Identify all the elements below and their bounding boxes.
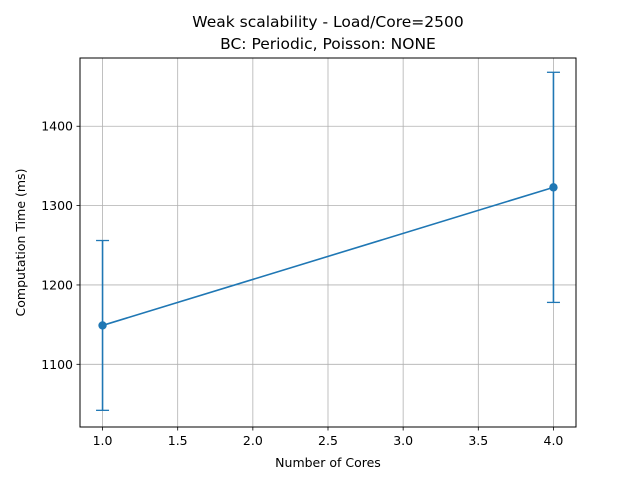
x-axis-label: Number of Cores <box>275 455 381 470</box>
chart-title: Weak scalability - Load/Core=2500 <box>192 13 463 31</box>
grid <box>80 58 576 427</box>
series-group <box>96 71 560 411</box>
x-tick-label: 2.5 <box>318 433 338 448</box>
plot-frame <box>79 57 577 428</box>
x-tick-label: 4.0 <box>544 433 564 448</box>
series-line <box>102 186 554 327</box>
y-axis-label: Computation Time (ms) <box>13 169 28 317</box>
data-point <box>98 321 107 330</box>
y-tick-label: 1100 <box>41 357 73 372</box>
x-tick-label: 3.0 <box>393 433 413 448</box>
y-tick-label: 1300 <box>41 198 73 213</box>
x-tick-label: 1.0 <box>93 433 113 448</box>
x-tick-label: 2.0 <box>243 433 263 448</box>
x-axis-ticks: 1.0 1.5 2.0 2.5 3.0 3.5 4.0 <box>93 427 564 448</box>
y-tick-label: 1200 <box>41 277 73 292</box>
y-tick-label: 1400 <box>41 119 73 134</box>
data-point <box>549 183 558 192</box>
y-axis-ticks: 1100 1200 1300 1400 <box>41 119 80 372</box>
x-tick-label: 1.5 <box>168 433 188 448</box>
chart-subtitle: BC: Periodic, Poisson: NONE <box>220 35 436 53</box>
x-tick-label: 3.5 <box>468 433 488 448</box>
